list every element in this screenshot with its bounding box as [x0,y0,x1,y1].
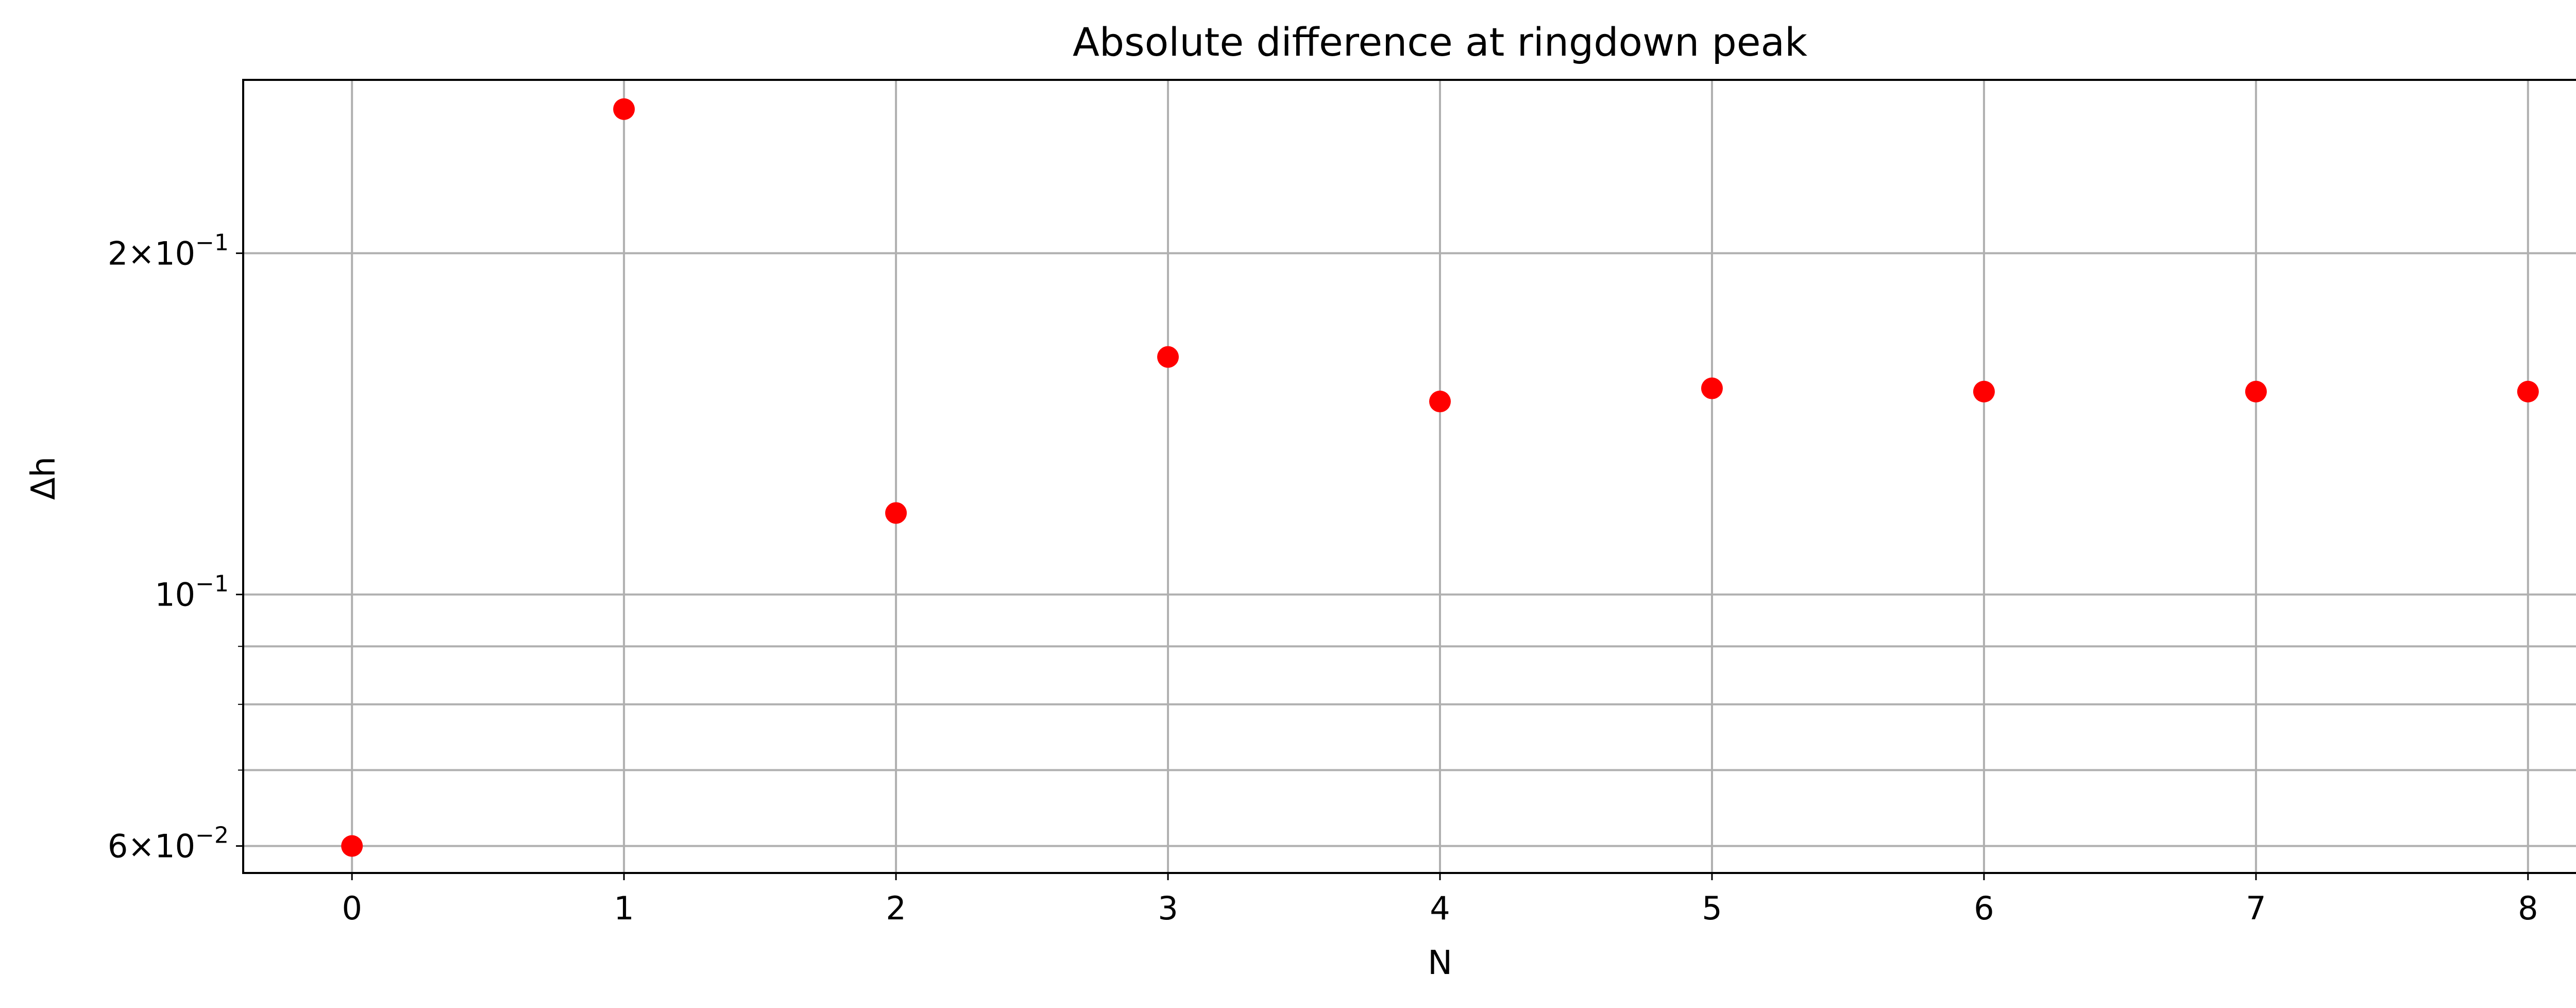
y-tick-label: 10−1 [155,571,229,614]
x-tick-label: 5 [1702,889,1722,927]
x-tick-label: 3 [1158,889,1178,927]
x-tick-label: 8 [2518,889,2538,927]
data-point [2245,380,2267,402]
data-point [1973,380,1995,402]
data-point [1429,391,1451,413]
x-axis-label: N [1428,944,1452,982]
data-point [1701,377,1723,399]
y-tick-label: 2×10−1 [108,229,229,272]
x-tick-label: 2 [886,889,906,927]
chart-title: Absolute difference at ringdown peak [1073,19,1807,65]
x-tick-label: 1 [614,889,634,927]
data-point [885,502,907,524]
plot-frame [242,79,2576,874]
x-tick-label: 0 [342,889,362,927]
grid [243,80,2576,873]
axis-ticks: 0 1 2 3 4 5 6 7 8 6×10−2 10−1 2×10−1 [108,229,2538,927]
y-tick-label: 6×10−2 [108,822,229,865]
x-tick-label: 7 [2246,889,2266,927]
data-point [2517,380,2539,402]
data-points [341,98,2539,857]
data-point [613,98,635,120]
data-point [341,835,363,857]
x-tick-label: 4 [1430,889,1450,927]
x-tick-label: 6 [1974,889,1994,927]
y-axis-label: Δh [25,457,63,500]
data-point [1157,346,1179,368]
